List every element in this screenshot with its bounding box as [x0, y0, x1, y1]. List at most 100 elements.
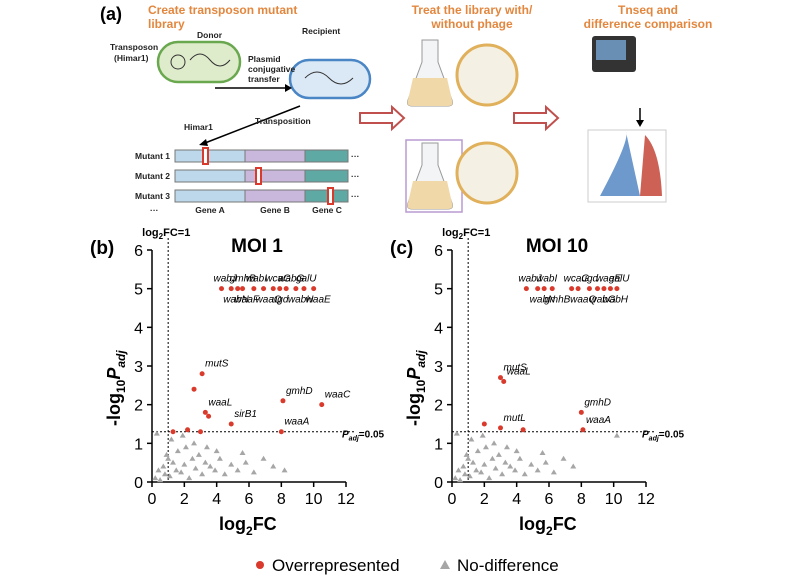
- vline-label-part: FC=1: [163, 227, 190, 239]
- legend-label: No-difference: [457, 556, 559, 575]
- transfer-label: Plasmid: [248, 54, 281, 64]
- mutant-label: Mutant 3: [135, 191, 170, 201]
- point-label: ugd: [581, 274, 598, 285]
- point: [595, 286, 600, 292]
- point: [283, 286, 289, 292]
- point: [261, 286, 267, 292]
- point-label: waaQ: [256, 295, 282, 306]
- y-tick-label: 0: [134, 475, 143, 492]
- point: [470, 459, 477, 465]
- point: [278, 429, 284, 435]
- point: [234, 467, 241, 473]
- y-tick-label: 6: [134, 243, 143, 260]
- x-tick-label: 0: [148, 491, 157, 508]
- panel-a: (a) Create transposon mutant library Don…: [100, 3, 712, 215]
- point: [173, 467, 180, 473]
- x-tick-label: 6: [545, 491, 554, 508]
- gene-c: [304, 189, 349, 203]
- point: [212, 467, 219, 473]
- y-tick-label: 5: [434, 282, 443, 299]
- point: [461, 471, 468, 477]
- y-tick-label: 2: [134, 398, 143, 415]
- point: [501, 378, 507, 384]
- point: [206, 413, 212, 419]
- point-label: gmhB: [230, 274, 256, 285]
- point: [216, 455, 223, 461]
- point: [601, 286, 607, 292]
- point: [202, 409, 208, 415]
- zoom-circle: [455, 141, 519, 205]
- point: [486, 475, 493, 481]
- step-title: difference comparison: [584, 17, 713, 31]
- hline-label-part: =0.05: [359, 430, 385, 441]
- y-axis-title-part: -log: [404, 393, 424, 426]
- y-axis-title-part: adj: [414, 350, 428, 368]
- point: [482, 444, 489, 450]
- x-tick-label: 0: [448, 491, 457, 508]
- x-axis-title-part: log: [219, 514, 246, 534]
- point-label: waaE: [596, 274, 621, 285]
- point: [280, 398, 286, 404]
- point-label: waaA: [586, 415, 611, 426]
- point: [160, 463, 167, 469]
- transfer-label: transfer: [248, 74, 280, 84]
- y-tick-label: 2: [434, 398, 443, 415]
- ellipsis: ···: [351, 171, 360, 181]
- point: [512, 467, 519, 473]
- point: [235, 286, 241, 292]
- chart-title: MOI 1: [231, 236, 283, 257]
- gene-b: [244, 149, 306, 163]
- x-tick-label: 10: [605, 491, 623, 508]
- point: [457, 477, 464, 483]
- point: [453, 430, 460, 436]
- vline-label-part: 2: [159, 232, 164, 241]
- point: [319, 402, 325, 408]
- point: [521, 471, 528, 477]
- point-label: galU: [609, 274, 630, 285]
- x-tick-label: 2: [180, 491, 189, 508]
- point: [191, 440, 198, 446]
- gene-label: Gene B: [260, 205, 290, 215]
- ellipsis: ···: [150, 205, 159, 215]
- point-label: wcaG: [265, 274, 291, 285]
- point: [498, 375, 503, 381]
- point: [270, 286, 276, 292]
- gene-a: [174, 149, 246, 163]
- vline-label-part: log: [142, 227, 159, 239]
- point: [228, 461, 235, 467]
- point: [242, 459, 249, 465]
- point-label: waaL: [507, 366, 531, 377]
- point: [463, 451, 470, 457]
- recipient-label: Recipient: [302, 26, 340, 36]
- x-axis-title-part: FC: [253, 514, 277, 534]
- point: [468, 436, 475, 442]
- chromosome: [304, 71, 354, 85]
- hline-label-part: adj: [349, 436, 360, 443]
- point-label: wabJ: [214, 274, 238, 285]
- screen: [596, 40, 626, 60]
- transposon-label: (Himar1): [114, 53, 149, 63]
- legend-marker: [256, 561, 264, 569]
- x-axis-title-part: 2: [546, 524, 553, 538]
- point: [503, 444, 510, 450]
- point: [570, 463, 577, 469]
- gene-b: [244, 169, 306, 183]
- y-tick-label: 1: [134, 436, 143, 453]
- point-label: wcaG: [564, 274, 590, 285]
- ellipsis: ···: [351, 191, 360, 201]
- point: [179, 432, 186, 438]
- himar-label: Himar1: [184, 122, 213, 132]
- y-axis-title-part: 10: [114, 379, 128, 393]
- point: [481, 461, 488, 467]
- y-axis-title: -log10Padj: [104, 350, 128, 426]
- point: [534, 467, 541, 473]
- point-label: wabJ: [518, 274, 542, 285]
- y-tick-label: 4: [434, 320, 443, 337]
- point: [481, 421, 487, 427]
- point: [281, 467, 288, 473]
- point-label: waaQ: [570, 295, 596, 306]
- flow-arrow: [359, 104, 406, 132]
- point: [560, 455, 567, 461]
